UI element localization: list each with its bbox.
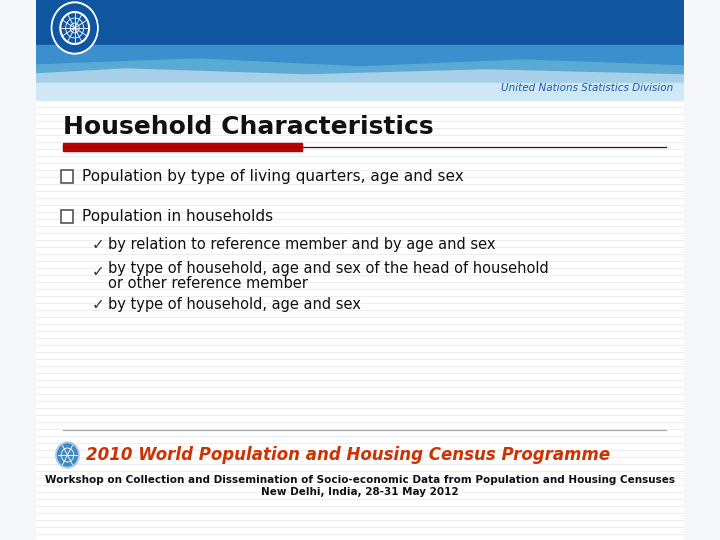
FancyBboxPatch shape: [61, 170, 73, 183]
Bar: [36, 45, 684, 75]
Text: ✓: ✓: [92, 238, 104, 253]
Text: 2010 World Population and Housing Census Programme: 2010 World Population and Housing Census…: [86, 446, 610, 464]
Text: Workshop on Collection and Dissemination of Socio-economic Data from Population : Workshop on Collection and Dissemination…: [45, 475, 675, 485]
Circle shape: [56, 442, 79, 468]
Text: Population in households: Population in households: [82, 210, 273, 225]
Circle shape: [51, 2, 98, 54]
Text: Household Characteristics: Household Characteristics: [63, 115, 433, 139]
Text: New Delhi, India, 28-31 May 2012: New Delhi, India, 28-31 May 2012: [261, 487, 459, 497]
Text: Population by type of living quarters, age and sex: Population by type of living quarters, a…: [82, 170, 464, 185]
Polygon shape: [36, 59, 684, 79]
Bar: [36, 98, 684, 540]
Polygon shape: [36, 83, 684, 100]
Polygon shape: [36, 69, 684, 88]
Text: ✓: ✓: [92, 265, 104, 280]
Text: ✓: ✓: [92, 298, 104, 313]
Bar: [63, 143, 302, 151]
Text: United Nations Statistics Division: United Nations Statistics Division: [501, 83, 673, 93]
Text: by type of household, age and sex of the head of household: by type of household, age and sex of the…: [108, 260, 549, 275]
FancyBboxPatch shape: [61, 210, 73, 223]
Text: by relation to reference member and by age and sex: by relation to reference member and by a…: [108, 238, 495, 253]
Polygon shape: [36, 55, 684, 70]
Circle shape: [58, 444, 78, 466]
Text: or other reference member: or other reference member: [108, 276, 308, 292]
Circle shape: [53, 4, 96, 52]
Bar: [36, 0, 684, 55]
Text: by type of household, age and sex: by type of household, age and sex: [108, 298, 361, 313]
